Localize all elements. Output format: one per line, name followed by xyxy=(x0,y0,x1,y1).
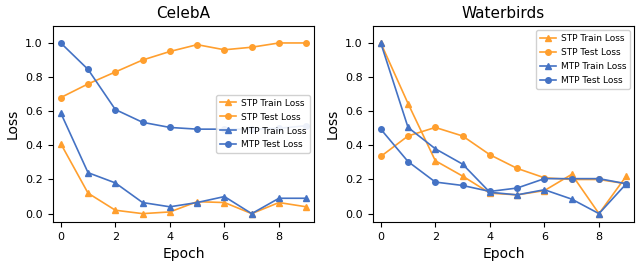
Line: STP Test Loss: STP Test Loss xyxy=(58,40,309,100)
Line: STP Train Loss: STP Train Loss xyxy=(378,40,629,217)
STP Test Loss xyxy=(459,134,467,138)
MTP Train Loss xyxy=(431,147,439,150)
MTP Test Loss xyxy=(248,128,255,131)
Y-axis label: Loss: Loss xyxy=(6,109,20,139)
STP Train Loss xyxy=(377,41,385,45)
STP Test Loss xyxy=(568,178,575,181)
STP Train Loss xyxy=(513,193,521,197)
MTP Test Loss xyxy=(404,160,412,163)
STP Test Loss xyxy=(84,82,92,85)
MTP Train Loss xyxy=(139,201,147,204)
MTP Test Loss xyxy=(275,127,283,130)
MTP Test Loss xyxy=(139,121,147,124)
MTP Test Loss xyxy=(377,128,385,131)
MTP Train Loss xyxy=(377,41,385,45)
MTP Train Loss xyxy=(84,171,92,174)
Title: Waterbirds: Waterbirds xyxy=(462,6,545,21)
Legend: STP Train Loss, STP Test Loss, MTP Train Loss, MTP Test Loss: STP Train Loss, STP Test Loss, MTP Train… xyxy=(216,95,310,153)
STP Train Loss xyxy=(595,212,603,215)
X-axis label: Epoch: Epoch xyxy=(483,248,525,261)
STP Test Loss xyxy=(377,155,385,158)
STP Train Loss xyxy=(84,191,92,195)
Line: MTP Test Loss: MTP Test Loss xyxy=(378,126,629,194)
MTP Train Loss xyxy=(513,193,521,197)
STP Test Loss xyxy=(404,134,412,138)
STP Test Loss xyxy=(513,167,521,170)
MTP Train Loss xyxy=(221,195,228,198)
MTP Train Loss xyxy=(57,111,65,115)
MTP Train Loss xyxy=(111,181,119,184)
Line: MTP Train Loss: MTP Train Loss xyxy=(58,110,309,217)
STP Test Loss xyxy=(303,41,310,45)
MTP Train Loss xyxy=(459,163,467,166)
MTP Test Loss xyxy=(541,177,548,180)
STP Train Loss xyxy=(568,173,575,176)
STP Train Loss xyxy=(193,200,201,203)
MTP Train Loss xyxy=(193,201,201,204)
MTP Test Loss xyxy=(111,108,119,111)
Line: STP Test Loss: STP Test Loss xyxy=(378,125,629,187)
Line: STP Train Loss: STP Train Loss xyxy=(58,141,309,217)
STP Test Loss xyxy=(486,153,493,156)
MTP Test Loss xyxy=(459,184,467,187)
Y-axis label: Loss: Loss xyxy=(326,109,340,139)
STP Train Loss xyxy=(459,174,467,178)
MTP Train Loss xyxy=(595,212,603,215)
MTP Train Loss xyxy=(623,182,630,185)
STP Test Loss xyxy=(57,96,65,99)
MTP Test Loss xyxy=(513,186,521,190)
MTP Test Loss xyxy=(57,41,65,45)
STP Test Loss xyxy=(595,178,603,181)
STP Test Loss xyxy=(193,43,201,46)
Title: CelebA: CelebA xyxy=(157,6,211,21)
STP Test Loss xyxy=(623,182,630,185)
MTP Test Loss xyxy=(84,68,92,71)
STP Train Loss xyxy=(541,189,548,192)
STP Test Loss xyxy=(166,50,173,53)
MTP Test Loss xyxy=(623,182,630,185)
MTP Test Loss xyxy=(303,124,310,127)
MTP Test Loss xyxy=(595,177,603,180)
STP Train Loss xyxy=(303,205,310,209)
MTP Test Loss xyxy=(568,177,575,180)
MTP Train Loss xyxy=(275,197,283,200)
MTP Test Loss xyxy=(193,128,201,131)
MTP Train Loss xyxy=(486,191,493,194)
STP Train Loss xyxy=(404,102,412,105)
STP Train Loss xyxy=(486,191,493,195)
STP Train Loss xyxy=(111,209,119,212)
MTP Train Loss xyxy=(248,212,255,215)
STP Test Loss xyxy=(431,126,439,129)
Legend: STP Train Loss, STP Test Loss, MTP Train Loss, MTP Test Loss: STP Train Loss, STP Test Loss, MTP Train… xyxy=(536,30,630,89)
MTP Train Loss xyxy=(404,126,412,129)
MTP Test Loss xyxy=(221,128,228,131)
STP Test Loss xyxy=(139,58,147,62)
Line: MTP Test Loss: MTP Test Loss xyxy=(58,40,309,132)
STP Test Loss xyxy=(541,176,548,179)
STP Train Loss xyxy=(275,201,283,204)
STP Train Loss xyxy=(57,142,65,145)
STP Test Loss xyxy=(275,41,283,45)
STP Test Loss xyxy=(111,70,119,74)
Line: MTP Train Loss: MTP Train Loss xyxy=(378,40,629,217)
STP Test Loss xyxy=(221,48,228,51)
MTP Test Loss xyxy=(486,190,493,193)
STP Test Loss xyxy=(248,46,255,49)
MTP Test Loss xyxy=(166,126,173,129)
STP Train Loss xyxy=(623,174,630,178)
STP Train Loss xyxy=(139,212,147,215)
MTP Train Loss xyxy=(303,197,310,200)
STP Train Loss xyxy=(221,201,228,204)
X-axis label: Epoch: Epoch xyxy=(163,248,205,261)
MTP Train Loss xyxy=(541,188,548,191)
STP Train Loss xyxy=(248,212,255,215)
MTP Test Loss xyxy=(431,180,439,184)
STP Train Loss xyxy=(166,210,173,214)
MTP Train Loss xyxy=(568,198,575,201)
MTP Train Loss xyxy=(166,205,173,209)
STP Train Loss xyxy=(431,159,439,162)
